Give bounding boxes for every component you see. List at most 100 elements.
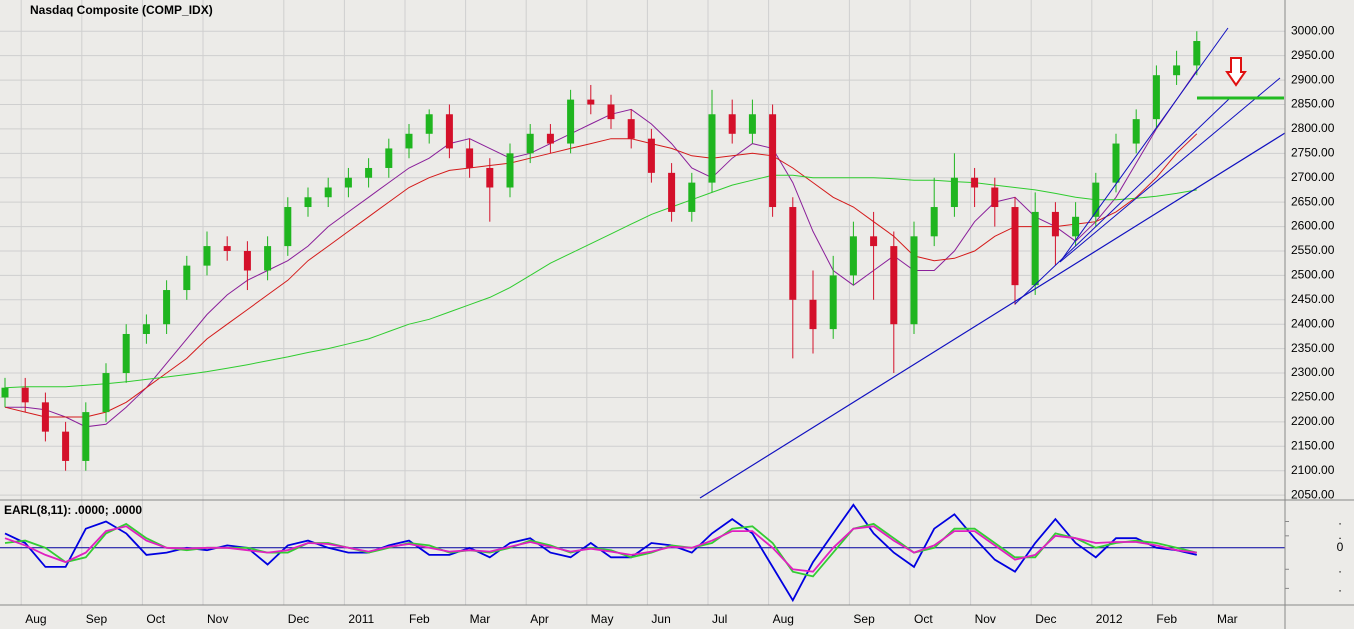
candle-body [41, 402, 49, 432]
y-tick-label: 2550.00 [1291, 243, 1335, 257]
trend-line [1014, 97, 1231, 305]
x-tick-label: Oct [914, 612, 933, 626]
x-tick-label: Oct [146, 612, 165, 626]
x-tick-label: May [591, 612, 614, 626]
candle-body [950, 177, 958, 208]
candle-body [82, 412, 90, 461]
x-tick-label: Sep [853, 612, 875, 626]
x-tick-label: Aug [773, 612, 794, 626]
x-tick-label: Dec [288, 612, 309, 626]
candle-body [385, 148, 393, 168]
y-tick-label: 2250.00 [1291, 390, 1335, 404]
y-tick-label: 2650.00 [1291, 194, 1335, 208]
trend-line [1059, 77, 1281, 263]
y2-tick-label: . [1338, 528, 1341, 542]
moving-average [4, 174, 1197, 389]
candle-body [203, 246, 211, 266]
x-tick-label: Sep [86, 612, 108, 626]
y-tick-label: 2500.00 [1291, 268, 1335, 282]
candle-body [1112, 143, 1120, 183]
candle-body [365, 167, 373, 178]
candle-body [526, 133, 534, 154]
y2-tick-label: . [1338, 514, 1341, 528]
x-tick-label: 2011 [348, 612, 374, 626]
x-tick-label: Aug [25, 612, 46, 626]
candle-body [223, 246, 231, 251]
candle-body [708, 114, 716, 183]
candle-body [1132, 119, 1140, 144]
candle-body [102, 373, 110, 413]
y-tick-label: 2450.00 [1291, 292, 1335, 306]
moving-average [4, 133, 1198, 418]
candle-body [728, 114, 736, 134]
candle-body [567, 99, 575, 144]
x-tick-label: Dec [1035, 612, 1056, 626]
trend-line [1059, 27, 1229, 263]
candle-body [506, 153, 514, 188]
candle-body [1, 387, 9, 398]
candle-body [284, 207, 292, 247]
candle-body [21, 387, 29, 403]
candle-body [344, 177, 352, 188]
candle-body [607, 104, 615, 120]
x-tick-label: Nov [975, 612, 996, 626]
candle-body [930, 207, 938, 237]
candle-body [627, 119, 635, 139]
candle-body [163, 290, 171, 325]
trend-line [699, 132, 1286, 499]
y-tick-label: 2950.00 [1291, 48, 1335, 62]
y-tick-label: 2800.00 [1291, 121, 1335, 135]
candle-body [769, 114, 777, 208]
candle-body [647, 138, 655, 173]
down-arrow [1225, 57, 1247, 87]
candle-body [587, 99, 595, 105]
y-tick-label: 2350.00 [1291, 341, 1335, 355]
y-tick-label: 2100.00 [1291, 463, 1335, 477]
candle-body [1152, 75, 1160, 120]
y-tick-label: 2200.00 [1291, 414, 1335, 428]
x-tick-label: Jul [712, 612, 727, 626]
candle-body [445, 114, 453, 149]
candle-body [243, 250, 251, 271]
y-tick-label: 2700.00 [1291, 170, 1335, 184]
candle-body [1193, 41, 1201, 66]
y2-tick-label: 0 [1337, 540, 1344, 554]
candle-body [688, 182, 696, 212]
y-tick-label: 2050.00 [1291, 487, 1335, 501]
y-tick-label: 2400.00 [1291, 316, 1335, 330]
candle-body [829, 275, 837, 330]
candle-body [971, 177, 979, 188]
candle-body [668, 172, 676, 212]
candle-body [1011, 207, 1019, 286]
candle-body [486, 167, 494, 188]
y-tick-label: 2900.00 [1291, 72, 1335, 86]
x-tick-label: Nov [207, 612, 228, 626]
candle-body [789, 207, 797, 300]
chart-title: Nasdaq Composite (COMP_IDX) [30, 3, 213, 17]
x-tick-label: Jun [651, 612, 670, 626]
marks [1, 31, 1201, 603]
candle-body [809, 299, 817, 330]
x-tick-label: Feb [409, 612, 430, 626]
candle-body [183, 265, 191, 291]
candle-body [1031, 211, 1039, 286]
indicator-line [4, 503, 1198, 603]
candle-body [122, 333, 130, 374]
y2-tick-label: . [1338, 561, 1341, 575]
candle-body [890, 246, 898, 325]
candle-body [1072, 216, 1080, 237]
candle-body [748, 114, 756, 134]
x-tick-label: Feb [1156, 612, 1177, 626]
x-tick-label: Mar [470, 612, 491, 626]
candle-body [142, 324, 150, 334]
y-tick-label: 2750.00 [1291, 145, 1335, 159]
indicator-title: EARL(8,11): .0000; .0000 [4, 503, 142, 517]
candle-body [304, 197, 312, 208]
candle-body [425, 114, 433, 134]
candle-body [1173, 65, 1181, 76]
candle-body [991, 187, 999, 208]
indicator-line [4, 525, 1197, 573]
y-tick-label: 3000.00 [1291, 23, 1335, 37]
y-tick-label: 2300.00 [1291, 365, 1335, 379]
